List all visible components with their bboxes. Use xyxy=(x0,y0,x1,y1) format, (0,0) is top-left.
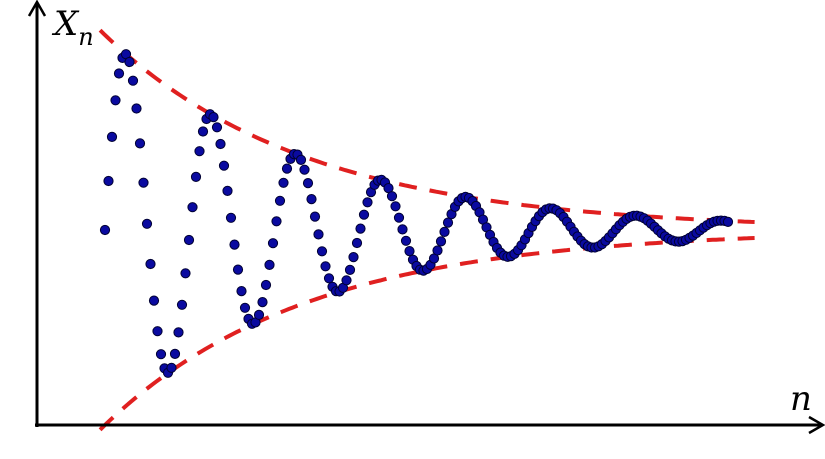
data-point xyxy=(295,154,307,165)
data-point xyxy=(722,216,734,227)
data-point xyxy=(141,218,153,229)
data-point xyxy=(215,138,226,150)
data-point xyxy=(351,237,363,249)
data-point xyxy=(439,226,450,237)
data-point xyxy=(229,239,240,250)
data-point xyxy=(138,177,149,188)
data-points xyxy=(99,49,734,378)
data-point xyxy=(253,309,265,320)
data-point xyxy=(260,279,272,291)
data-point xyxy=(355,223,366,234)
data-point xyxy=(309,211,321,222)
data-point xyxy=(127,75,139,86)
data-point xyxy=(103,175,114,187)
data-point xyxy=(278,177,289,188)
data-point xyxy=(232,264,244,275)
data-point xyxy=(400,235,412,246)
data-point xyxy=(435,236,447,247)
data-point xyxy=(222,185,233,196)
data-point xyxy=(397,224,408,235)
data-point xyxy=(131,103,142,114)
data-point xyxy=(236,286,247,297)
data-point xyxy=(358,209,370,220)
envelope-upper xyxy=(98,28,755,224)
y-axis-arrow-icon xyxy=(27,0,47,17)
data-point xyxy=(432,245,443,256)
data-point xyxy=(306,194,317,205)
data-point xyxy=(169,348,181,359)
data-point xyxy=(145,258,156,270)
data-point xyxy=(404,246,415,257)
data-point xyxy=(267,238,279,249)
data-point xyxy=(155,349,167,360)
data-point xyxy=(348,252,359,263)
data-point xyxy=(271,216,282,227)
data-point xyxy=(173,327,184,338)
data-point xyxy=(113,68,125,79)
data-point xyxy=(134,138,146,149)
data-point xyxy=(442,217,454,228)
data-point xyxy=(211,122,223,133)
data-point xyxy=(264,259,275,270)
data-point xyxy=(166,362,177,373)
data-point xyxy=(110,95,121,106)
data-point xyxy=(362,197,373,208)
data-point xyxy=(106,131,118,142)
data-point xyxy=(390,201,401,212)
data-point xyxy=(190,171,202,182)
data-point xyxy=(148,295,160,306)
data-point xyxy=(316,246,328,257)
x-axis-label: n xyxy=(790,379,812,419)
data-point xyxy=(180,268,191,279)
data-point xyxy=(152,326,163,337)
data-point xyxy=(302,178,314,189)
data-point xyxy=(194,146,205,157)
data-point xyxy=(281,163,293,174)
y-axis-label: Xn xyxy=(51,4,94,51)
data-point xyxy=(187,202,198,213)
data-point xyxy=(197,126,209,137)
data-point xyxy=(218,160,230,171)
data-point xyxy=(323,273,335,284)
data-point xyxy=(99,224,111,236)
data-point xyxy=(386,191,398,202)
envelope-lower xyxy=(98,236,755,432)
data-point xyxy=(274,195,286,206)
data-point xyxy=(341,275,352,286)
data-point xyxy=(239,302,251,313)
data-point xyxy=(313,229,324,240)
data-point xyxy=(183,234,195,246)
data-point xyxy=(299,164,310,175)
data-point xyxy=(257,297,268,308)
data-point xyxy=(344,264,356,275)
data-point xyxy=(208,112,219,123)
data-point xyxy=(320,261,331,272)
data-point xyxy=(124,56,135,68)
data-point xyxy=(225,212,237,223)
data-point xyxy=(176,299,188,310)
data-point xyxy=(393,212,405,223)
x-axis-arrow-icon xyxy=(808,415,825,435)
